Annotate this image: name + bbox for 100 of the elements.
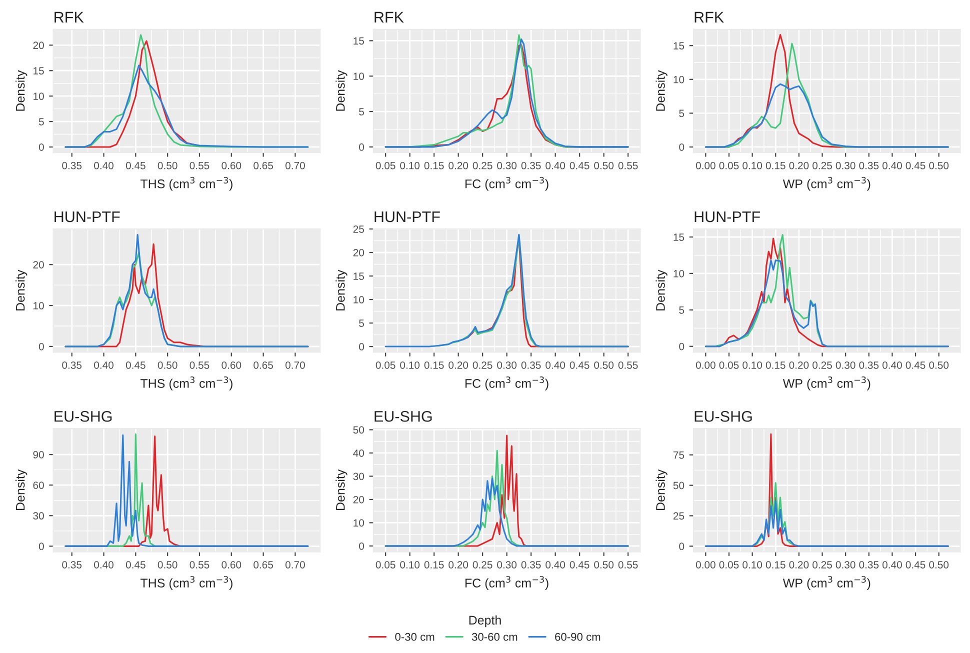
x-tick-label: 0.45 [126,361,146,369]
x-tick-label: 0.55 [190,561,210,568]
y-tick-label: 15 [674,234,684,241]
x-tick-label: 0.15 [424,162,444,170]
x-tick-label: 0.10 [400,162,420,170]
x-axis-title: WP (cm$^{3}$ cm$^{−3}$) [782,176,870,191]
y-tick-label: 30 [353,472,364,480]
x-tick-label: 0.45 [906,361,926,369]
legend-label: 60-90 cm [555,632,600,641]
x-tick-label: 0.05 [376,561,396,568]
y-tick-label: 0 [359,143,364,151]
x-tick-label: 0.50 [929,162,949,170]
x-tick-label: 0.55 [190,361,210,369]
y-tick-label: 10 [34,302,44,310]
y-axis-title: Density [336,270,348,310]
y-tick-label: 90 [33,451,44,458]
x-tick-label: 0.35 [859,561,879,568]
x-tick-label: 0.15 [766,162,786,170]
x-tick-label: 0.15 [766,561,786,568]
x-tick-label: 0.25 [472,361,492,369]
x-tick-label: 0.25 [812,561,832,568]
y-tick-label: 20 [353,248,364,256]
x-tick-label: 0.15 [766,361,786,369]
x-tick-label: 0.55 [190,162,210,170]
chart-title: EU-SHG [694,410,752,422]
y-tick-label: 5 [38,118,44,126]
y-axis-title: Density [656,469,668,510]
x-tick-label: 0.70 [285,361,305,369]
line-series [384,234,629,348]
x-tick-label: 0.20 [448,361,468,369]
y-tick-label: 0 [38,143,44,151]
x-tick-label: 0.45 [570,162,590,170]
y-tick-label: 50 [673,482,684,490]
x-tick-label: 0.50 [158,361,178,369]
x-axis-title: THS (cm$^{3}$ cm$^{−3}$) [140,176,232,191]
x-tick-label: 0.60 [222,361,242,369]
x-axis-title: THS (cm$^{3}$ cm$^{−3}$) [140,376,232,390]
x-tick-label: 0.50 [594,162,614,170]
x-tick-label: 0.20 [789,162,809,170]
x-tick-label: 0.20 [789,361,809,369]
chart-title: HUN-PTF [374,212,440,222]
x-tick-label: 0.40 [882,561,902,568]
x-tick-label: 0.35 [521,162,541,170]
y-tick-label: 5 [359,108,364,116]
y-tick-label: 0 [359,542,364,550]
line-series [704,500,949,547]
line-series [704,260,949,348]
y-tick-label: 0 [38,542,44,550]
x-tick-label: 0.50 [158,561,178,568]
x-tick-label: 0.50 [594,561,614,568]
y-tick-label: 25 [673,512,684,520]
y-axis-title: Density [16,270,28,310]
y-tick-label: 10 [354,296,364,304]
x-tick-label: 0.10 [400,561,420,568]
x-tick-label: 0.05 [719,162,739,170]
x-tick-label: 0.45 [906,162,926,170]
y-axis-title: Density [336,70,348,111]
x-tick-label: 0.25 [812,361,832,369]
y-tick-label: 40 [353,449,364,457]
x-tick-label: 0.35 [62,361,82,369]
x-tick-label: 0.40 [546,361,566,369]
y-axis-title: Density [656,270,668,310]
line-series [704,83,949,148]
x-axis-title: FC (cm$^{3}$ cm$^{−3}$) [465,176,548,191]
y-tick-label: 15 [674,42,684,50]
x-tick-label: 0.40 [94,361,114,369]
legend-title: Depth [469,615,501,628]
x-tick-label: 0.00 [696,561,716,568]
y-tick-label: 15 [354,37,364,45]
x-tick-label: 0.30 [497,361,517,369]
x-tick-label: 0.30 [836,561,856,568]
x-tick-label: 0.50 [594,361,614,369]
x-tick-label: 0.10 [742,361,762,369]
y-tick-label: 10 [34,92,44,100]
y-tick-label: 15 [34,67,44,74]
y-tick-label: 10 [354,72,364,80]
x-tick-label: 0.20 [448,561,468,568]
x-tick-label: 0.30 [836,162,856,170]
y-axis-title: Density [656,70,668,111]
x-axis-title: WP (cm$^{3}$ cm$^{−3}$) [782,376,870,390]
y-tick-label: 5 [679,110,684,118]
y-tick-label: 5 [679,306,684,314]
y-tick-label: 10 [674,270,684,278]
x-tick-label: 0.55 [618,561,638,568]
x-tick-label: 0.45 [570,361,590,369]
x-tick-label: 0.65 [254,162,274,170]
y-tick-label: 50 [353,426,364,434]
x-tick-label: 0.05 [376,162,396,170]
y-tick-label: 20 [33,42,44,50]
x-tick-label: 0.40 [94,162,114,170]
y-tick-label: 15 [354,272,364,280]
y-tick-label: 0 [679,542,684,550]
x-tick-label: 0.25 [812,162,832,170]
line-series [384,478,629,547]
y-tick-label: 0 [679,143,684,151]
line-series [64,64,309,148]
y-tick-label: 75 [673,451,684,459]
y-tick-label: 30 [33,512,44,520]
x-tick-label: 0.30 [497,561,517,568]
x-axis-title: FC (cm$^{3}$ cm$^{−3}$) [465,376,548,390]
